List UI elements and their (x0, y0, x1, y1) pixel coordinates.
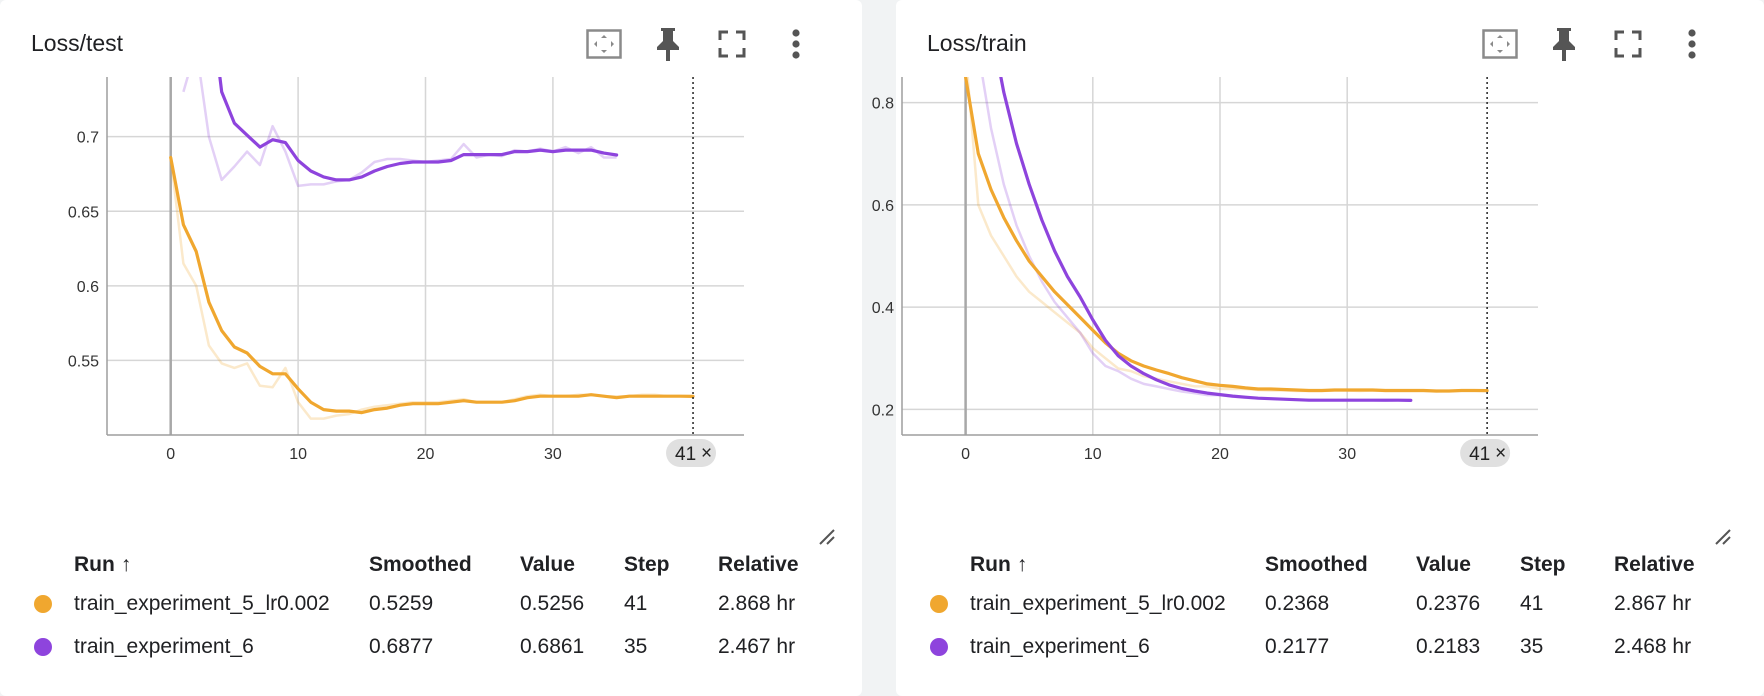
fit-domain-button[interactable] (1478, 22, 1522, 66)
y-tick-label: 0.65 (68, 204, 99, 221)
fullscreen-button[interactable] (710, 22, 754, 66)
fullscreen-button[interactable] (1606, 22, 1650, 66)
pin-button[interactable] (1542, 22, 1586, 66)
fullscreen-icon (718, 30, 746, 58)
hover-step-chip (1460, 439, 1511, 467)
x-tick-label: 10 (289, 446, 307, 463)
step-column-header[interactable]: Step (624, 553, 670, 576)
run-column-header[interactable]: Run ↑ (74, 548, 369, 582)
raw-value: 0.2376 (1416, 591, 1481, 615)
step-column-header[interactable]: Step (1520, 553, 1566, 576)
run-name: train_experiment_5_lr0.002 (74, 591, 330, 615)
more-vert-icon (1688, 29, 1696, 59)
pin-button[interactable] (646, 22, 690, 66)
y-tick-label: 0.8 (872, 96, 894, 113)
run-header-label: Run (970, 553, 1011, 576)
table-row: train_experiment_6 0.2177 0.2183 35 2.46… (930, 625, 1724, 668)
y-tick-label: 0.55 (68, 353, 99, 370)
x-tick-label: 20 (1211, 446, 1229, 463)
relative-column-header[interactable]: Relative (1614, 553, 1695, 576)
y-tick-label: 0.6 (872, 198, 894, 215)
smoothed-series-line (963, 77, 1489, 393)
raw-value: 0.5256 (520, 591, 585, 615)
table-row: train_experiment_5_lr0.002 0.2368 0.2376… (930, 582, 1724, 625)
sort-ascending-icon: ↑ (1016, 553, 1028, 576)
smoothed-value: 0.2177 (1265, 634, 1330, 658)
run-header-label: Run (74, 553, 115, 576)
sort-ascending-icon: ↑ (120, 553, 132, 576)
run-column-header[interactable]: Run ↑ (970, 548, 1265, 582)
smoothed-value: 0.5259 (369, 591, 434, 615)
more-options-button[interactable] (774, 22, 818, 66)
step-value: 41 (624, 591, 648, 615)
runs-table: Run ↑ Smoothed Value Step Relative train_… (930, 548, 1724, 668)
x-tick-label: 30 (1338, 446, 1356, 463)
relative-time: 2.867 hr (1614, 591, 1692, 615)
smoothed-series-line (169, 155, 695, 415)
x-tick-label: 10 (1084, 446, 1102, 463)
fit-domain-icon (586, 29, 622, 59)
run-color-dot (34, 637, 52, 656)
line-chart[interactable]: 0.55 0.6 0.65 0.7 0 10 20 30 41 × (0, 0, 862, 540)
table-header-row: Run ↑ Smoothed Value Step Relative (34, 548, 828, 582)
x-tick-label: 20 (417, 446, 435, 463)
step-value: 35 (1520, 634, 1544, 658)
run-name: train_experiment_5_lr0.002 (970, 591, 1226, 615)
value-column-header[interactable]: Value (1416, 553, 1471, 576)
series-group (169, 77, 695, 420)
hover-step-label: 41 (1469, 444, 1490, 465)
run-color-dot (34, 594, 52, 613)
more-options-button[interactable] (1670, 22, 1714, 66)
smoothed-series-line (218, 77, 619, 182)
relative-time: 2.468 hr (1614, 634, 1692, 658)
x-tick-label: 30 (544, 446, 562, 463)
resize-handle-icon[interactable] (818, 528, 836, 546)
smoothed-value: 0.6877 (369, 634, 434, 658)
chart-card-loss-test: Loss/test 0.55 0.6 0.65 0.7 0 10 20 30 41 × Run ↑ … (0, 0, 862, 696)
relative-time: 2.868 hr (718, 591, 796, 615)
resize-handle-icon[interactable] (1714, 528, 1732, 546)
table-header-row: Run ↑ Smoothed Value Step Relative (930, 548, 1724, 582)
run-color-dot (930, 594, 948, 613)
smoothed-series-line (999, 77, 1413, 402)
raw-series-line (169, 157, 693, 420)
table-row: train_experiment_5_lr0.002 0.5259 0.5256… (34, 582, 828, 625)
pin-icon (657, 28, 679, 61)
line-chart[interactable]: 0.2 0.4 0.6 0.8 0 10 20 30 41 × (872, 0, 1764, 540)
fit-domain-button[interactable] (582, 22, 626, 66)
relative-time: 2.467 hr (718, 634, 796, 658)
x-tick-label: 0 (961, 446, 970, 463)
smoothed-column-header[interactable]: Smoothed (369, 553, 472, 576)
pin-icon (1553, 28, 1575, 61)
hover-step-chip (666, 439, 717, 467)
more-vert-icon (792, 29, 800, 59)
card-title: Loss/train (927, 30, 1027, 56)
chart-card-loss-train: Loss/train 0.2 0.4 0.6 0.8 0 10 20 30 41 × Run ↑ S… (872, 0, 1764, 696)
x-tick-label: 0 (166, 446, 175, 463)
y-tick-label: 0.4 (872, 300, 894, 317)
relative-column-header[interactable]: Relative (718, 553, 799, 576)
raw-value: 0.6861 (520, 634, 585, 658)
table-row: train_experiment_6 0.6877 0.6861 35 2.46… (34, 625, 828, 668)
smoothed-column-header[interactable]: Smoothed (1265, 553, 1368, 576)
run-color-dot (930, 637, 948, 656)
y-tick-label: 0.6 (77, 279, 99, 296)
step-value: 41 (1520, 591, 1544, 615)
value-column-header[interactable]: Value (520, 553, 575, 576)
step-value: 35 (624, 634, 648, 658)
fit-domain-icon (1482, 29, 1518, 59)
fullscreen-icon (1614, 30, 1642, 58)
hover-step-label: 41 (675, 444, 696, 465)
raw-value: 0.2183 (1416, 634, 1481, 658)
smoothed-value: 0.2368 (1265, 591, 1330, 615)
run-name: train_experiment_6 (970, 634, 1150, 658)
y-tick-label: 0.7 (77, 130, 99, 147)
runs-table: Run ↑ Smoothed Value Step Relative train_… (34, 548, 828, 668)
series-group (963, 77, 1489, 402)
close-icon: × (701, 443, 712, 464)
card-title: Loss/test (31, 30, 124, 56)
close-icon: × (1495, 443, 1506, 464)
run-name: train_experiment_6 (74, 634, 254, 658)
y-tick-label: 0.2 (872, 402, 894, 419)
